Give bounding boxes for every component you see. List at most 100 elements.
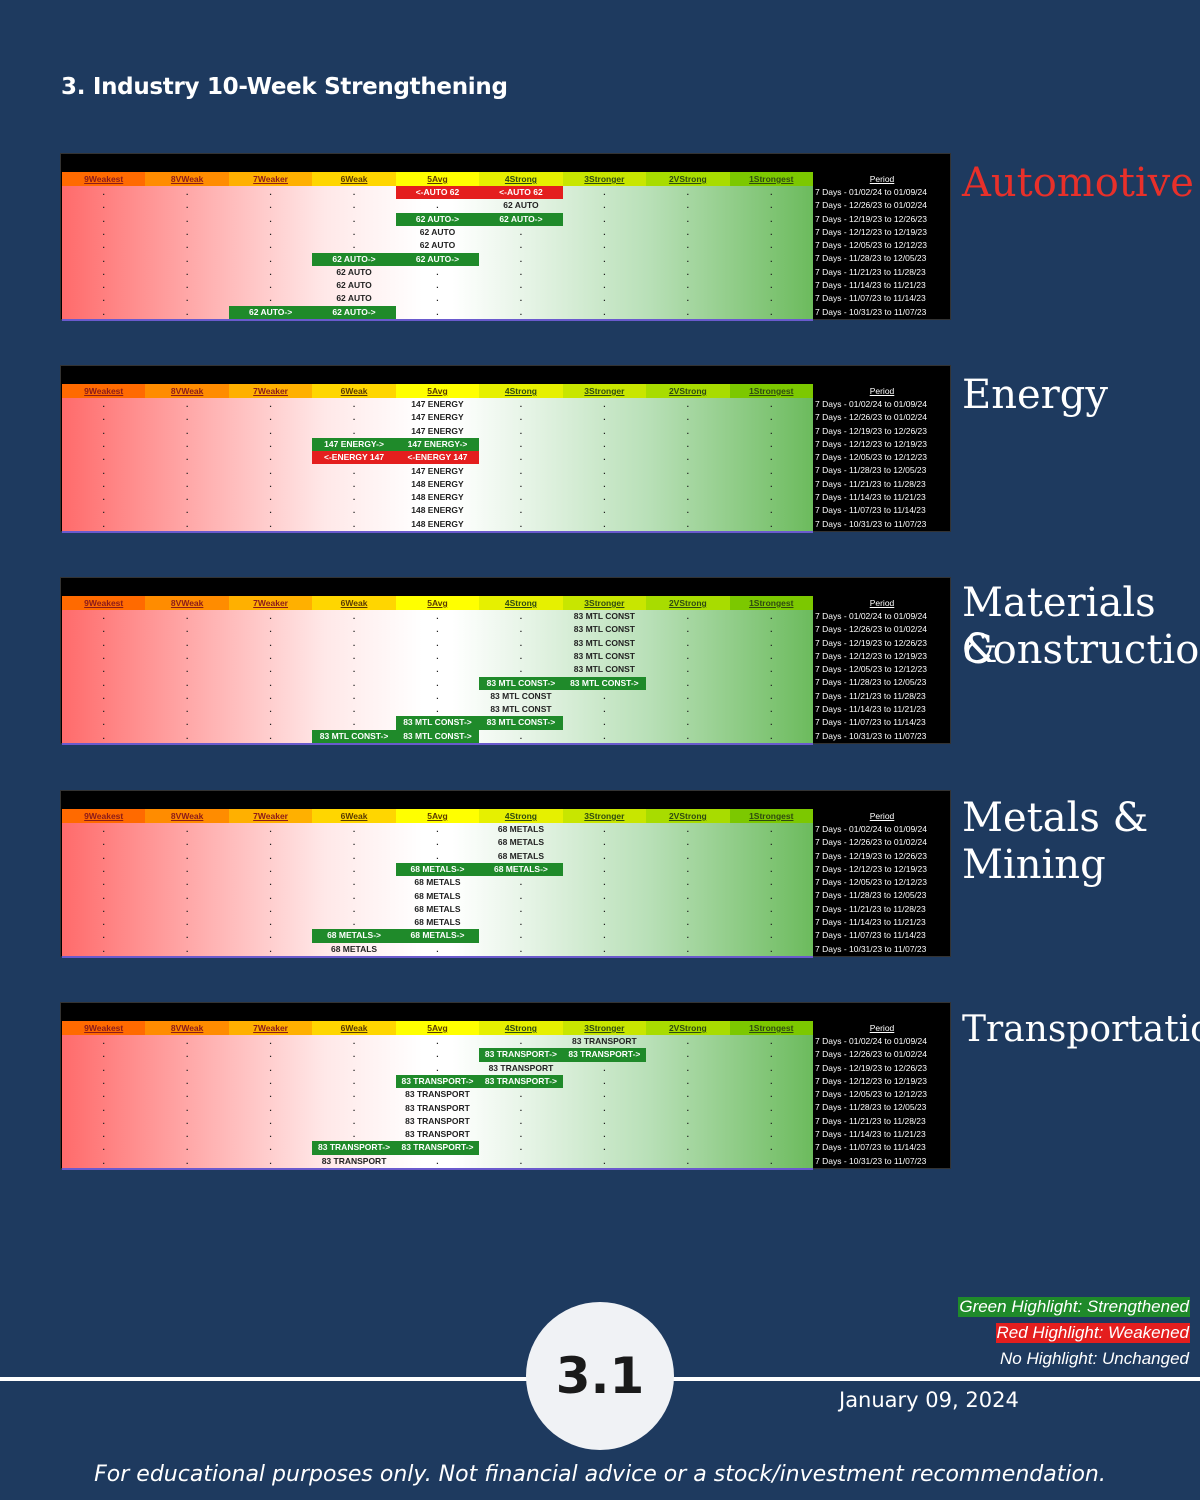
empty-cell: . <box>603 1075 606 1086</box>
industry-cell: 62 AUTO <box>419 240 456 251</box>
empty-cell: . <box>185 850 189 861</box>
empty-cell: . <box>686 1049 690 1060</box>
industry-cell: 83 TRANSPORT <box>405 1129 470 1140</box>
empty-cell: . <box>436 1155 439 1166</box>
page-number-badge: 3.1 <box>526 1302 674 1450</box>
empty-cell: . <box>185 704 189 715</box>
empty-cell: . <box>185 226 189 237</box>
column-header: 2VStrong <box>646 809 730 823</box>
period-header: Period <box>869 1023 895 1033</box>
period-label: 7 Days - 01/02/24 to 01/09/24 <box>815 824 927 834</box>
column-header: 4Strong <box>479 172 563 186</box>
empty-cell: . <box>352 1049 356 1060</box>
industry-table: 9Weakest 8VWeak 7Weaker 6Weak 5Avg 4Strong 3St… <box>60 577 951 745</box>
empty-cell: . <box>519 611 523 621</box>
table-row: .... 147 ENERGY.... <box>62 398 813 411</box>
industry-cell: <-ENERGY 147 <box>312 451 396 465</box>
empty-cell: . <box>269 1062 272 1073</box>
empty-cell: . <box>269 518 272 529</box>
column-header: 8VWeak <box>145 384 229 398</box>
empty-cell: . <box>269 266 272 277</box>
empty-cell: . <box>102 890 105 901</box>
empty-cell: . <box>519 293 523 304</box>
empty-cell: . <box>770 717 773 728</box>
empty-cell: . <box>603 1115 606 1126</box>
empty-cell: . <box>770 1049 773 1060</box>
empty-cell: . <box>102 824 105 834</box>
empty-cell: . <box>436 650 439 661</box>
empty-cell: . <box>686 306 690 317</box>
period-label: 7 Days - 11/14/23 to 11/21/23 <box>815 704 926 715</box>
column-header: 8VWeak <box>145 1021 229 1035</box>
empty-cell: . <box>603 850 606 861</box>
table-row: ... 62 AUTO-> 62 AUTO->.... <box>62 252 813 266</box>
empty-cell: . <box>269 650 272 661</box>
column-header: 1Strongest <box>729 596 813 610</box>
empty-cell: . <box>770 1036 773 1046</box>
table-row: ... 68 METALS..... <box>62 943 813 956</box>
empty-cell: . <box>603 730 606 741</box>
table-row: .... 83 TRANSPORT.... <box>62 1128 813 1141</box>
empty-cell: . <box>686 266 690 277</box>
empty-cell: . <box>269 1036 272 1046</box>
column-header: 1Strongest <box>729 809 813 823</box>
industry-name: Mining <box>962 842 1106 888</box>
empty-cell: . <box>770 1089 773 1100</box>
empty-cell: . <box>603 438 606 449</box>
period-header: Period <box>869 174 895 184</box>
empty-cell: . <box>686 1115 690 1126</box>
industry-cell: 83 MTL CONST <box>573 637 635 648</box>
empty-cell: . <box>770 943 773 954</box>
empty-cell: . <box>352 863 356 874</box>
empty-cell: . <box>686 187 690 197</box>
empty-cell: . <box>185 492 189 503</box>
empty-cell: . <box>269 200 272 211</box>
empty-cell: . <box>185 624 189 635</box>
empty-cell: . <box>102 850 105 861</box>
empty-cell: . <box>603 253 606 264</box>
empty-cell: . <box>770 1142 773 1153</box>
period-label: 7 Days - 10/31/23 to 11/07/23 <box>815 306 927 317</box>
empty-cell: . <box>269 478 272 489</box>
empty-cell: . <box>603 1089 606 1100</box>
empty-cell: . <box>102 465 105 476</box>
empty-cell: . <box>352 505 356 516</box>
empty-cell: . <box>686 943 690 954</box>
empty-cell: . <box>436 704 439 715</box>
empty-cell: . <box>352 824 356 834</box>
industry-name: Metals & <box>962 795 1149 841</box>
empty-cell: . <box>185 425 189 436</box>
empty-cell: . <box>603 213 606 224</box>
empty-cell: . <box>352 1036 356 1046</box>
table-row: ...... 83 MTL CONST.. <box>62 650 813 663</box>
column-header: 8VWeak <box>145 596 229 610</box>
industry-table: 9Weakest 8VWeak 7Weaker 6Weak 5Avg 4Strong 3St… <box>60 365 951 533</box>
empty-cell: . <box>519 730 523 741</box>
empty-cell: . <box>686 253 690 264</box>
period-label: 7 Days - 01/02/24 to 01/09/24 <box>815 611 927 621</box>
industry-cell: 148 ENERGY <box>411 478 464 489</box>
column-header: 9Weakest <box>62 809 146 823</box>
period-label: 7 Days - 11/07/23 to 11/14/23 <box>815 505 926 516</box>
empty-cell: . <box>102 704 105 715</box>
industry-cell: 83 MTL CONST <box>573 650 635 661</box>
empty-cell: . <box>185 412 189 423</box>
empty-cell: . <box>102 1102 105 1113</box>
period-label: 7 Days - 11/28/23 to 12/05/23 <box>815 890 927 901</box>
empty-cell: . <box>686 704 690 715</box>
empty-cell: . <box>770 1115 773 1126</box>
empty-cell: . <box>686 438 690 449</box>
empty-cell: . <box>102 943 105 954</box>
column-header: 1Strongest <box>729 1021 813 1035</box>
period-label: 7 Days - 12/26/23 to 01/02/24 <box>815 1049 927 1060</box>
legend-green: Green Highlight: Strengthened <box>958 1297 1190 1317</box>
column-header: 5Avg <box>395 384 480 398</box>
empty-cell: . <box>269 850 272 861</box>
empty-cell: . <box>519 266 523 277</box>
period-column: Period 7 Days - 01/02/24 to 01/09/24 7 Day… <box>814 596 950 743</box>
empty-cell: . <box>102 863 105 874</box>
industry-cell: 148 ENERGY <box>411 492 464 503</box>
industry-cell: 68 METALS <box>497 837 544 848</box>
empty-cell: . <box>352 1102 356 1113</box>
empty-cell: . <box>770 280 773 291</box>
